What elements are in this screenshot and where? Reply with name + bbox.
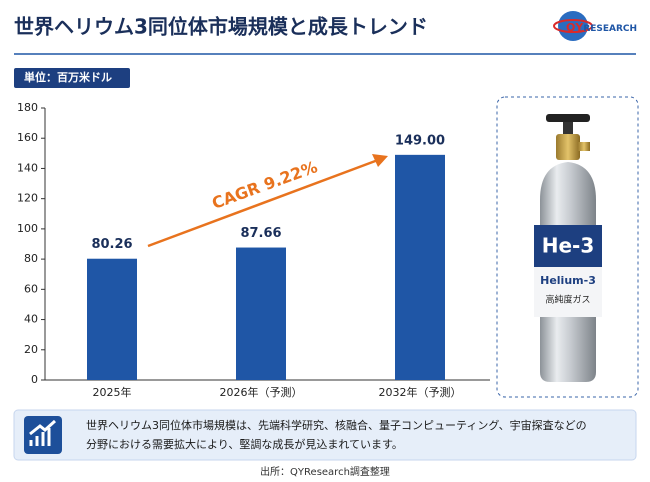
- title: 世界ヘリウム3同位体市場規模と成長トレンド: [14, 15, 428, 39]
- cagr-annotation: CAGR 9.22%: [209, 157, 319, 213]
- y-tick-label: 100: [17, 222, 38, 235]
- y-tick-label: 60: [24, 282, 38, 295]
- description-line: 分野における需要拡大により、堅調な成長が見込まれています。: [86, 437, 403, 451]
- product-note: 高純度ガス: [545, 294, 590, 306]
- product-name: Helium-3: [540, 274, 596, 287]
- growth-icon: [29, 419, 57, 446]
- description-box: [13, 409, 637, 461]
- bar: [236, 247, 286, 380]
- valve-port: [578, 142, 590, 151]
- logo-qy: QY: [566, 21, 584, 34]
- logo-orbit: [553, 19, 593, 33]
- y-tick-label: 20: [24, 343, 38, 356]
- value-label: 149.00: [395, 133, 445, 148]
- bar: [87, 258, 137, 380]
- x-tick-label: 2026年（予測）: [220, 385, 303, 399]
- source: 出所：QYResearch調査整理: [260, 465, 390, 478]
- logo: QYRESEARCH: [566, 21, 637, 34]
- x-tick-label: 2032年（予測）: [379, 385, 462, 399]
- unit-label: 単位：百万米ドル: [24, 70, 112, 84]
- y-tick-label: 180: [17, 101, 38, 114]
- logo-globe: [558, 11, 588, 41]
- value-label: 87.66: [240, 226, 281, 241]
- unit-badge: [14, 68, 130, 88]
- y-tick-label: 80: [24, 252, 38, 265]
- description-line: 世界ヘリウム3同位体市場規模は、先端科学研究、核融合、量子コンピューティング、宇…: [86, 418, 587, 432]
- y-tick-label: 40: [24, 313, 38, 326]
- plot: 0 20 40 60 80 100 120 140 160 180 80.26 2025年 87.66 2…: [17, 101, 490, 399]
- x-tick-label: 2025年: [93, 385, 132, 399]
- logo-research: RESEARCH: [583, 24, 637, 34]
- trend-arrow: [147, 158, 379, 248]
- y-tick-label: 160: [17, 131, 38, 144]
- valve-body: [556, 134, 580, 160]
- y-tick-label: 0: [31, 373, 38, 386]
- bar: [395, 154, 445, 380]
- value-label: 80.26: [91, 237, 132, 252]
- y-tick-label: 140: [17, 161, 38, 174]
- valve-handle: [546, 114, 590, 122]
- symbol: He-3: [542, 234, 595, 258]
- y-tick-label: 120: [17, 192, 38, 205]
- valve-stem: [563, 122, 573, 134]
- trend-arrow-head: [372, 154, 388, 167]
- product-panel: [496, 96, 639, 398]
- label-band: [534, 225, 602, 267]
